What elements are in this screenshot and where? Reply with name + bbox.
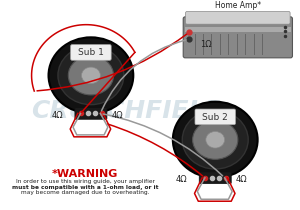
Text: CRUTCHFIELD: CRUTCHFIELD bbox=[32, 98, 226, 122]
Text: Sub 1: Sub 1 bbox=[78, 49, 104, 58]
Text: 1Ω: 1Ω bbox=[200, 40, 212, 49]
FancyBboxPatch shape bbox=[195, 109, 236, 125]
Text: *WARNING: *WARNING bbox=[52, 169, 118, 179]
Ellipse shape bbox=[68, 56, 113, 95]
Text: In order to use this wiring guide, your amplifier: In order to use this wiring guide, your … bbox=[16, 179, 155, 184]
Text: must be compatible with a 1-ohm load, or it: must be compatible with a 1-ohm load, or… bbox=[12, 185, 158, 190]
FancyBboxPatch shape bbox=[71, 45, 111, 60]
Ellipse shape bbox=[49, 37, 133, 113]
FancyBboxPatch shape bbox=[185, 27, 291, 33]
Text: may become damaged due to overheating.: may become damaged due to overheating. bbox=[21, 190, 149, 196]
Text: 4Ω: 4Ω bbox=[112, 111, 123, 120]
FancyBboxPatch shape bbox=[186, 12, 290, 24]
Ellipse shape bbox=[193, 120, 238, 159]
Text: 4Ω: 4Ω bbox=[236, 175, 248, 184]
Text: Sub 2: Sub 2 bbox=[202, 113, 228, 122]
Text: 4Ω: 4Ω bbox=[51, 111, 63, 120]
Ellipse shape bbox=[182, 110, 248, 169]
FancyBboxPatch shape bbox=[199, 172, 231, 184]
Ellipse shape bbox=[58, 46, 124, 105]
Ellipse shape bbox=[82, 67, 100, 84]
FancyBboxPatch shape bbox=[183, 17, 292, 58]
Text: 4Ω: 4Ω bbox=[176, 175, 187, 184]
Text: Home Amp*: Home Amp* bbox=[215, 1, 261, 10]
Ellipse shape bbox=[173, 102, 258, 178]
Ellipse shape bbox=[206, 131, 225, 148]
FancyBboxPatch shape bbox=[75, 108, 107, 119]
